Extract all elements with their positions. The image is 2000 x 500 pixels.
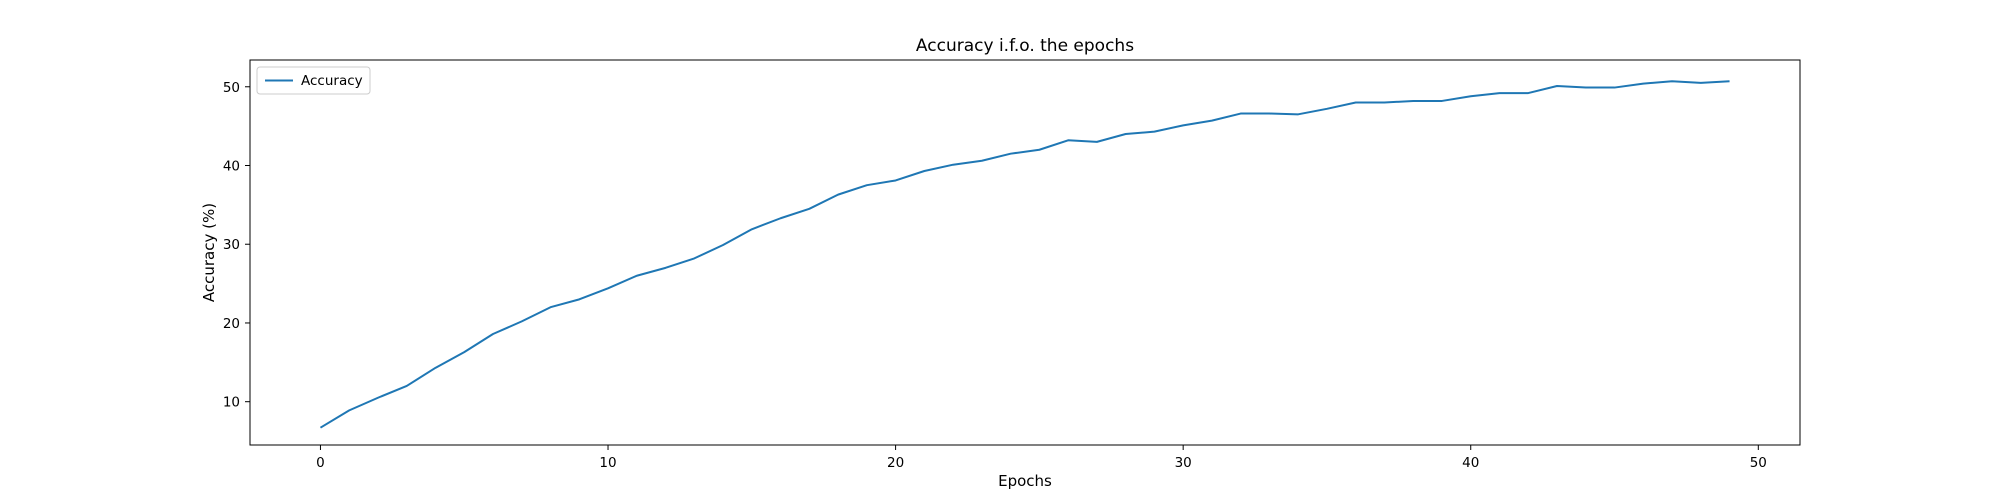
y-axis-ticks: 10 20 30 40 50 xyxy=(223,80,250,411)
y-tick-label: 10 xyxy=(223,395,240,411)
x-tick-label: 10 xyxy=(599,455,616,471)
y-axis-label: Accuracy (%) xyxy=(200,203,218,302)
legend: Accuracy xyxy=(256,66,371,95)
x-tick-label: 20 xyxy=(887,455,904,471)
x-tick-label: 30 xyxy=(1175,455,1192,471)
y-tick-label: 20 xyxy=(223,316,240,332)
series-line-accuracy xyxy=(319,80,1730,429)
chart-title: Accuracy i.f.o. the epochs xyxy=(916,36,1134,56)
x-tick-label: 40 xyxy=(1462,455,1479,471)
x-tick-label: 50 xyxy=(1750,455,1767,471)
y-tick-label: 40 xyxy=(223,159,240,175)
y-tick-label: 30 xyxy=(223,237,240,253)
plot-frame xyxy=(249,59,1801,446)
legend-box xyxy=(256,66,371,95)
y-tick-label: 50 xyxy=(223,80,240,96)
series-layer xyxy=(319,80,1730,429)
legend-label-accuracy: Accuracy xyxy=(301,73,363,89)
x-axis-ticks: 0 10 20 30 40 50 xyxy=(316,445,1767,471)
x-axis-label: Epochs xyxy=(998,472,1052,490)
x-tick-label: 0 xyxy=(316,455,325,471)
